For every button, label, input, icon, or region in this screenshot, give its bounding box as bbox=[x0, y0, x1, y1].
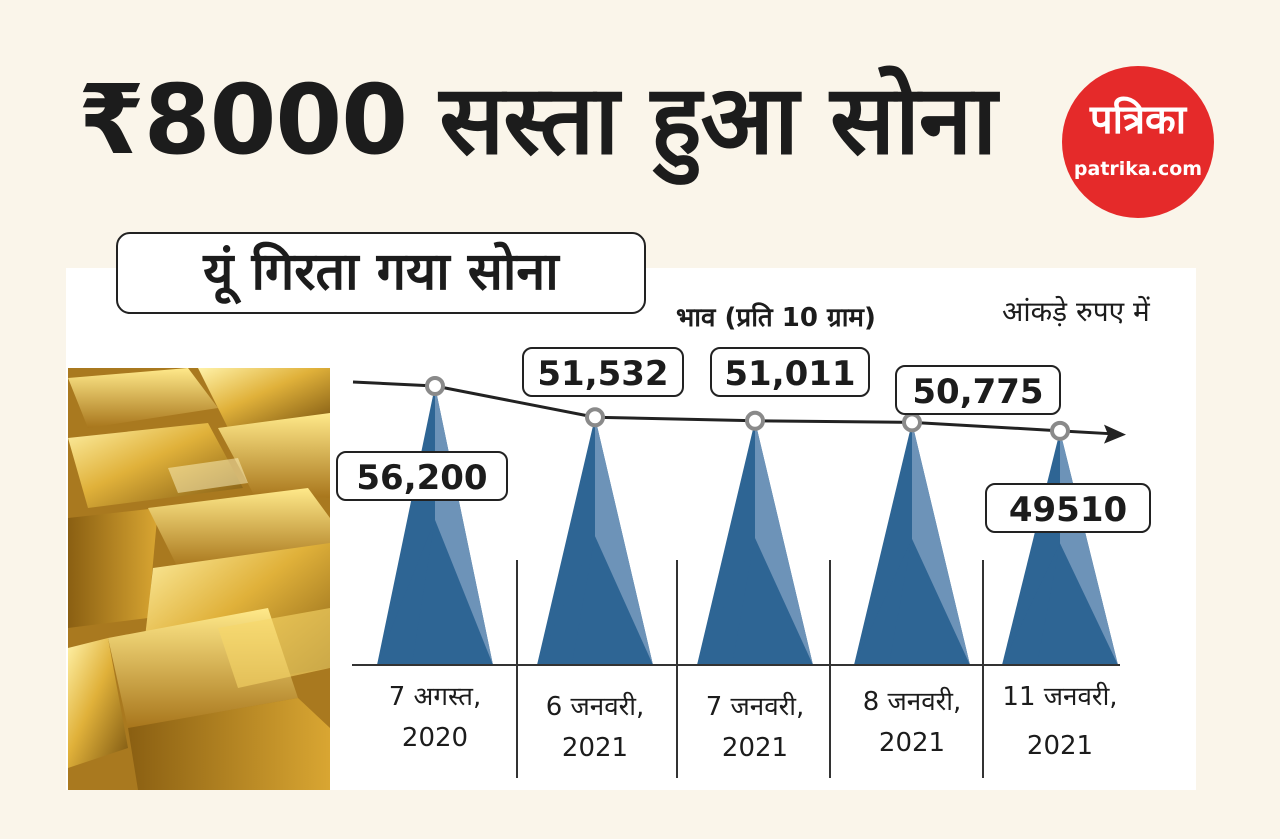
bar-facet-dark bbox=[377, 519, 435, 665]
category-label-line: 2021 bbox=[562, 733, 628, 763]
bar-2 bbox=[537, 417, 653, 665]
bar-facet bbox=[755, 420, 813, 665]
category-label-1: 7 अगस्त, 2020 bbox=[389, 682, 482, 753]
category-label-line: 2021 bbox=[1027, 731, 1093, 761]
bar-facet-dark bbox=[854, 538, 912, 665]
category-label-line: 2021 bbox=[879, 728, 945, 758]
logo-url: patrika.com bbox=[1073, 158, 1203, 180]
value-label-text: 50,775 bbox=[912, 372, 1043, 412]
units-note: आंकड़े रुपए में bbox=[1002, 295, 1150, 328]
bar-1 bbox=[377, 386, 493, 665]
bar-3 bbox=[697, 420, 813, 665]
value-label-box bbox=[522, 347, 684, 397]
price-unit-label: भाव (प्रति 10 ग्राम) bbox=[676, 303, 876, 333]
category-label-5: 11 जनवरी, 2021 bbox=[1002, 681, 1117, 761]
category-label-2: 6 जनवरी, 2021 bbox=[546, 691, 645, 763]
trend-arrowhead bbox=[1104, 424, 1126, 444]
category-label-3: 7 जनवरी, 2021 bbox=[706, 691, 805, 763]
data-point-marker bbox=[745, 410, 765, 431]
value-label-box bbox=[336, 451, 508, 501]
category-label-line: 8 जनवरी, bbox=[863, 686, 962, 717]
bar-4 bbox=[854, 422, 970, 665]
value-label-2: 51,532 bbox=[522, 347, 684, 397]
category-label-line: 6 जनवरी, bbox=[546, 691, 645, 722]
data-point-marker bbox=[585, 407, 605, 428]
bar-facet-dark bbox=[697, 537, 755, 665]
data-point-marker bbox=[902, 412, 922, 433]
gold-bars-image bbox=[68, 368, 330, 790]
value-label-box bbox=[985, 483, 1151, 533]
chart-title: यूं गिरता गया सोना bbox=[116, 232, 646, 314]
category-label-line: 11 जनवरी, bbox=[1002, 681, 1117, 712]
bar-facet-dark bbox=[537, 536, 595, 665]
value-label-text: 49510 bbox=[1009, 490, 1127, 530]
value-label-box bbox=[710, 347, 870, 397]
value-label-text: 56,200 bbox=[356, 458, 487, 498]
logo-wordmark: पत्रिका bbox=[1089, 97, 1187, 143]
value-label-4: 50,775 bbox=[895, 365, 1061, 415]
category-label-4: 8 जनवरी, 2021 bbox=[863, 686, 962, 758]
value-label-text: 51,532 bbox=[537, 354, 668, 394]
data-point-marker bbox=[1050, 420, 1070, 441]
patrika-logo: पत्रिका patrika.com bbox=[1062, 66, 1214, 218]
value-label-box bbox=[895, 365, 1061, 415]
bar-facet bbox=[595, 417, 653, 665]
data-point-marker bbox=[425, 376, 445, 396]
category-label-line: 2021 bbox=[722, 733, 788, 763]
category-label-line: 2020 bbox=[402, 723, 468, 753]
bar-facet bbox=[912, 422, 970, 665]
headline: ₹8000 सस्ता हुआ सोना bbox=[78, 64, 997, 176]
bar-facet-dark bbox=[1002, 543, 1060, 665]
category-label-line: 7 जनवरी, bbox=[706, 691, 805, 722]
value-label-1: 56,200 bbox=[336, 451, 508, 501]
value-label-text: 51,011 bbox=[724, 354, 855, 394]
value-label-3: 51,011 bbox=[710, 347, 870, 397]
category-label-line: 7 अगस्त, bbox=[389, 682, 482, 712]
bar-5 bbox=[1002, 430, 1118, 665]
value-label-5: 49510 bbox=[985, 483, 1151, 533]
